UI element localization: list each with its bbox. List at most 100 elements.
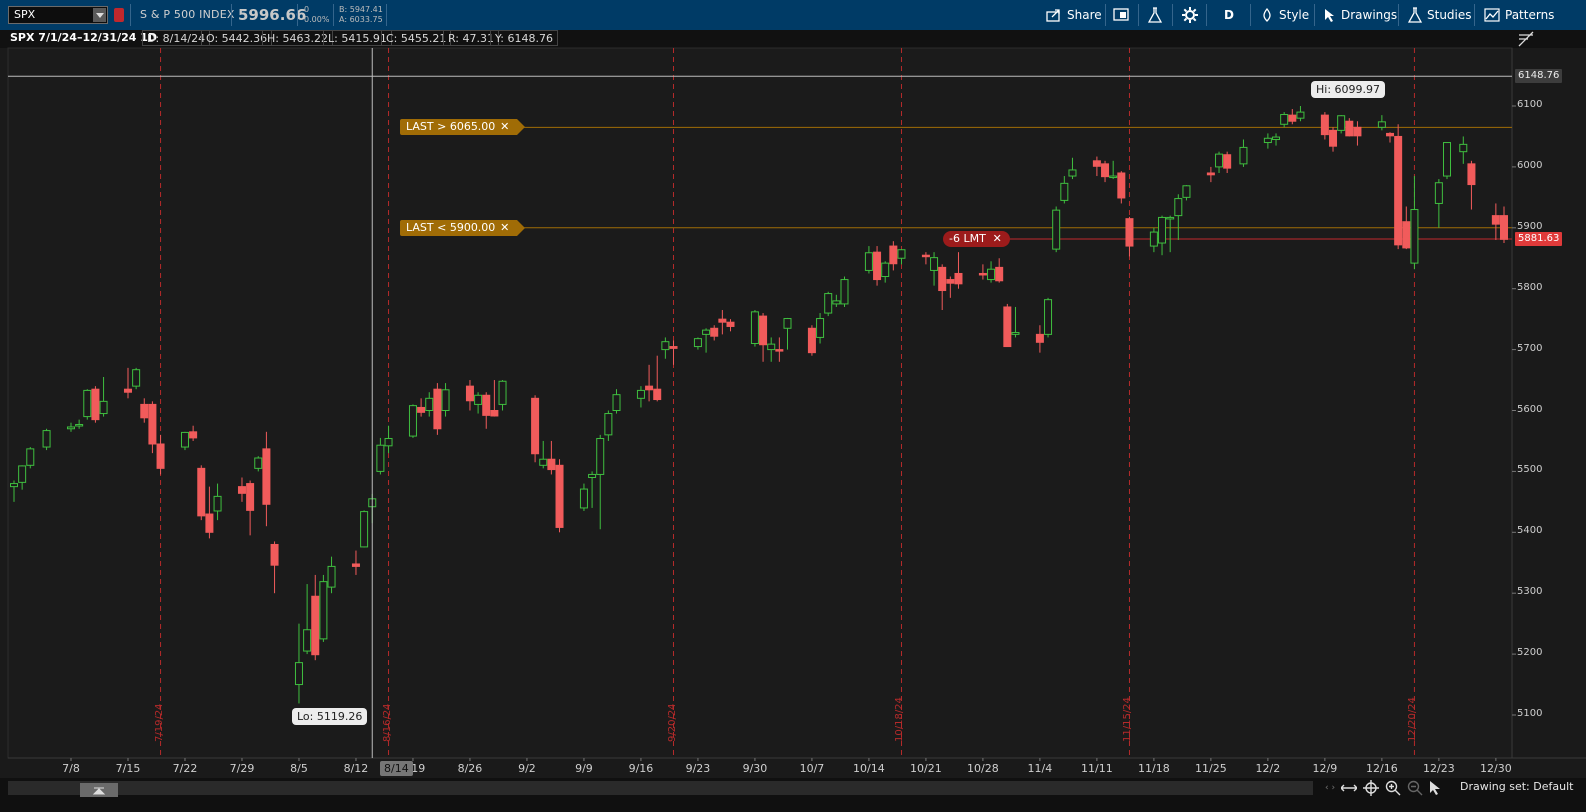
flexible-grid-button[interactable] — [1113, 0, 1129, 30]
candle-body — [995, 266, 1004, 282]
y-tick-label: 5300 — [1517, 586, 1543, 598]
candle-body — [189, 431, 198, 439]
patterns-button[interactable]: Patterns — [1484, 0, 1554, 30]
chart-scrollbar[interactable] — [8, 781, 1313, 797]
x-tick-label: 7/15 — [115, 762, 141, 775]
candle-body — [1443, 142, 1452, 177]
candle — [376, 437, 385, 475]
candle — [531, 395, 540, 463]
x-tick-label: 8/26 — [457, 762, 483, 775]
chart-title: SPX 7/1/24–12/31/24 1D — [10, 31, 158, 44]
candle — [246, 480, 255, 536]
grid-icon — [1113, 8, 1129, 21]
candle — [946, 276, 955, 298]
close-value: C: 5455.21 — [381, 30, 452, 46]
candle — [75, 419, 84, 429]
candle-body — [946, 279, 955, 284]
candle — [482, 392, 491, 429]
style-button[interactable]: Style — [1260, 0, 1309, 30]
y-tick-label: 5700 — [1517, 342, 1543, 354]
candle-body — [612, 394, 621, 411]
crosshair-icon[interactable] — [1363, 780, 1380, 796]
scrollbar-thumb[interactable] — [80, 783, 118, 797]
candle-body — [1491, 215, 1500, 225]
close-icon[interactable]: ✕ — [500, 220, 510, 234]
divider — [1398, 4, 1399, 26]
candle — [66, 422, 75, 432]
candle-body — [1182, 185, 1191, 198]
studies-lab-button[interactable] — [1148, 0, 1162, 30]
candle-body — [824, 293, 833, 314]
zoom-in-icon[interactable] — [1385, 780, 1401, 796]
ask-value: A: 6033.75 — [339, 15, 383, 24]
candle — [938, 264, 947, 311]
net-change: 0 0.00% — [304, 5, 329, 25]
collapse-chart-icon[interactable] — [1518, 31, 1534, 47]
candle — [1158, 215, 1167, 256]
candle-body — [1003, 306, 1012, 348]
symbol-link-icon[interactable] — [114, 8, 124, 22]
candle-body — [1280, 114, 1289, 125]
candle — [750, 310, 759, 347]
period-selector[interactable]: D — [1224, 0, 1234, 30]
candle-body — [873, 251, 882, 281]
candle-body — [1377, 121, 1386, 128]
candle-body — [303, 629, 312, 652]
candle — [1003, 303, 1012, 348]
candle — [425, 392, 434, 417]
candle — [360, 510, 369, 548]
candle-body — [726, 321, 735, 327]
drawings-button[interactable]: Drawings — [1324, 0, 1397, 30]
candle-body — [531, 397, 540, 455]
close-icon[interactable]: ✕ — [500, 120, 510, 134]
candle — [1296, 106, 1305, 122]
candle-body — [921, 254, 930, 258]
candle-body — [498, 380, 507, 405]
candle-body — [213, 495, 222, 512]
candle — [995, 258, 1004, 283]
candle — [1239, 139, 1248, 167]
settings-button[interactable] — [1182, 0, 1198, 30]
zoom-out-icon[interactable] — [1407, 780, 1423, 796]
share-button[interactable]: Share — [1046, 0, 1102, 30]
alert-badge-lower[interactable]: LAST < 5900.00 ✕ — [400, 219, 526, 236]
chevron-down-icon[interactable] — [93, 8, 106, 22]
candle-body — [807, 327, 816, 354]
x-tick-label: 10/28 — [967, 762, 999, 775]
chart-tools: ‹ › — [1325, 778, 1443, 798]
candle — [1125, 216, 1134, 257]
scroll-arrows-icon[interactable]: ‹ › — [1325, 783, 1336, 793]
working-order-badge[interactable]: -6 LMT ✕ — [943, 230, 1010, 247]
candle — [759, 313, 768, 362]
pan-icon[interactable] — [1341, 780, 1358, 796]
studies-button[interactable]: Studies — [1408, 0, 1472, 30]
alert-badge-upper[interactable]: LAST > 6065.00 ✕ — [400, 119, 526, 136]
candle — [1263, 133, 1272, 149]
expiry-label: 12/20/24 — [1407, 697, 1419, 742]
candle — [547, 440, 556, 475]
candle — [351, 550, 360, 575]
candle-body — [539, 458, 548, 466]
candle — [1092, 156, 1101, 177]
candle-body — [1117, 172, 1126, 199]
candle-body — [693, 338, 702, 348]
drawing-set-label[interactable]: Drawing set: Default — [1460, 780, 1574, 793]
candle-body — [1011, 332, 1020, 335]
candle-body — [1345, 120, 1354, 137]
candle — [816, 313, 825, 344]
cursor-arrow-icon[interactable] — [1429, 780, 1443, 796]
x-tick-label: 9/23 — [685, 762, 711, 775]
x-tick-label: 7/22 — [172, 762, 198, 775]
candle — [1182, 185, 1191, 201]
candle — [596, 434, 605, 530]
candle-body — [465, 385, 474, 402]
symbol-selector[interactable]: SPX — [8, 6, 108, 24]
cursor-date: D: 8/14/24 — [142, 30, 211, 46]
candle-body — [1215, 153, 1224, 168]
candle — [954, 252, 963, 289]
x-tick-label: 12/2 — [1255, 762, 1281, 775]
cancel-order-icon[interactable]: ✕ — [992, 231, 1002, 245]
candle — [824, 291, 833, 317]
candle-body — [1296, 111, 1305, 119]
